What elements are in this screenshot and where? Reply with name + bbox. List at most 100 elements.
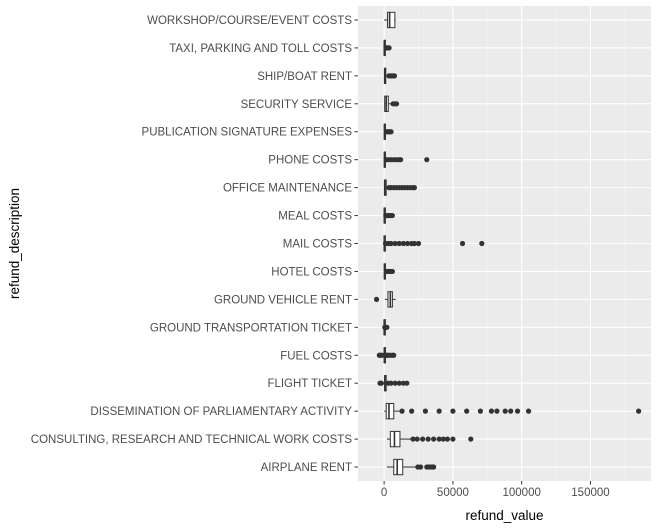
outlier-point	[431, 464, 437, 470]
outlier-point	[525, 408, 532, 414]
outlier-point	[396, 240, 402, 247]
y-tick-label: HOTEL COSTS	[271, 266, 352, 278]
box-5	[382, 319, 390, 336]
outlier-point	[494, 408, 500, 414]
box-iqr	[385, 402, 395, 420]
outlier-point	[404, 380, 410, 386]
box-11	[383, 151, 430, 168]
box-12	[383, 123, 394, 140]
y-axis-title: refund_description	[7, 188, 22, 299]
y-tick-label: OFFICE MAINTENANCE	[223, 183, 352, 195]
outlier-point	[464, 408, 470, 414]
outlier-point	[389, 268, 395, 275]
outlier-point	[378, 380, 384, 386]
outlier-point	[392, 240, 398, 247]
outlier-point	[425, 436, 431, 442]
y-tick-label: SHIP/BOAT RENT	[257, 71, 352, 83]
outlier-point	[414, 436, 420, 442]
outlier-point	[411, 240, 417, 247]
box-10	[383, 179, 417, 196]
box-9	[383, 207, 395, 224]
outlier-point	[424, 157, 430, 163]
outlier-point	[411, 185, 417, 191]
box-iqr	[393, 458, 404, 476]
x-tick-label: 150000	[571, 487, 609, 499]
outlier-point	[422, 408, 429, 414]
outlier-point	[514, 408, 521, 414]
box-3	[377, 375, 410, 392]
outlier-point	[420, 436, 426, 442]
outlier-point	[391, 73, 398, 79]
y-tick-label: GROUND TRANSPORTATION TICKET	[150, 322, 352, 334]
box-15	[383, 39, 392, 57]
outlier-point	[396, 380, 402, 386]
box-16	[384, 11, 396, 29]
plot-area	[373, 11, 642, 476]
x-axis-title: refund_value	[465, 508, 543, 523]
box-13	[384, 95, 400, 112]
x-tick-label: 100000	[503, 487, 541, 499]
outlier-point	[502, 408, 508, 414]
outlier-point	[431, 436, 437, 442]
outlier-point	[450, 436, 456, 442]
outlier-point	[388, 380, 394, 386]
outlier-point	[479, 240, 485, 247]
outlier-point	[477, 408, 484, 414]
box-iqr	[387, 11, 396, 29]
outlier-point	[399, 408, 405, 414]
y-tick-label: MAIL COSTS	[283, 239, 353, 251]
y-tick-label: DISSEMINATION OF PARLIAMENTARY ACTIVITY	[90, 406, 352, 418]
outlier-point	[415, 240, 422, 247]
box-1	[386, 430, 474, 448]
outlier-point	[386, 45, 392, 51]
y-tick-label: FLIGHT TICKET	[267, 378, 352, 390]
outlier-point	[508, 408, 514, 414]
x-tick-label: 0	[381, 487, 387, 499]
box-0	[386, 458, 437, 476]
box-7	[383, 263, 395, 280]
y-tick-label: PUBLICATION SIGNATURE EXPENSES	[142, 127, 353, 139]
outlier-point	[450, 408, 456, 414]
outlier-point	[389, 212, 395, 219]
outlier-point	[388, 129, 394, 135]
box-6	[373, 291, 396, 308]
outlier-point	[384, 324, 390, 330]
outlier-point	[409, 408, 415, 414]
outlier-point	[400, 240, 406, 247]
outlier-point	[410, 436, 416, 442]
box-2	[384, 402, 642, 420]
outlier-point	[436, 436, 442, 442]
y-tick-label: AIRPLANE RENT	[261, 462, 352, 474]
outlier-point	[459, 240, 466, 247]
outlier-point	[392, 380, 398, 386]
y-tick-label: TAXI, PARKING AND TOLL COSTS	[169, 43, 352, 55]
y-tick-label: MEAL COSTS	[278, 211, 352, 223]
outlier-point	[379, 352, 385, 358]
outlier-point	[391, 352, 397, 358]
y-tick-label: SECURITY SERVICE	[241, 99, 353, 111]
outlier-point	[373, 296, 380, 302]
box-8	[382, 235, 485, 252]
x-axis: 0 50000 100000 150000	[381, 481, 610, 499]
y-tick-label: PHONE COSTS	[268, 155, 352, 167]
outlier-point	[398, 157, 404, 163]
y-tick-label: WORKSHOP/COURSE/EVENT COSTS	[147, 15, 352, 27]
outlier-point	[436, 408, 442, 414]
y-tick-label: CONSULTING, RESEARCH AND TECHNICAL WORK …	[31, 434, 353, 446]
outlier-point	[468, 436, 474, 442]
outlier-point	[488, 408, 495, 414]
box-14	[383, 67, 398, 85]
outlier-point	[404, 240, 411, 247]
y-axis: AIRPLANE RENT CONSULTING, RESEARCH AND TE…	[31, 15, 358, 474]
box-4	[376, 347, 397, 364]
y-tick-label: GROUND VEHICLE RENT	[214, 294, 352, 306]
outlier-point	[636, 408, 642, 414]
outlier-point	[388, 240, 394, 247]
outlier-point	[393, 101, 400, 107]
outlier-point	[444, 436, 451, 442]
outlier-point	[417, 464, 424, 470]
y-tick-label: FUEL COSTS	[280, 350, 352, 362]
x-tick-label: 50000	[437, 487, 469, 499]
outlier-point	[440, 436, 446, 442]
